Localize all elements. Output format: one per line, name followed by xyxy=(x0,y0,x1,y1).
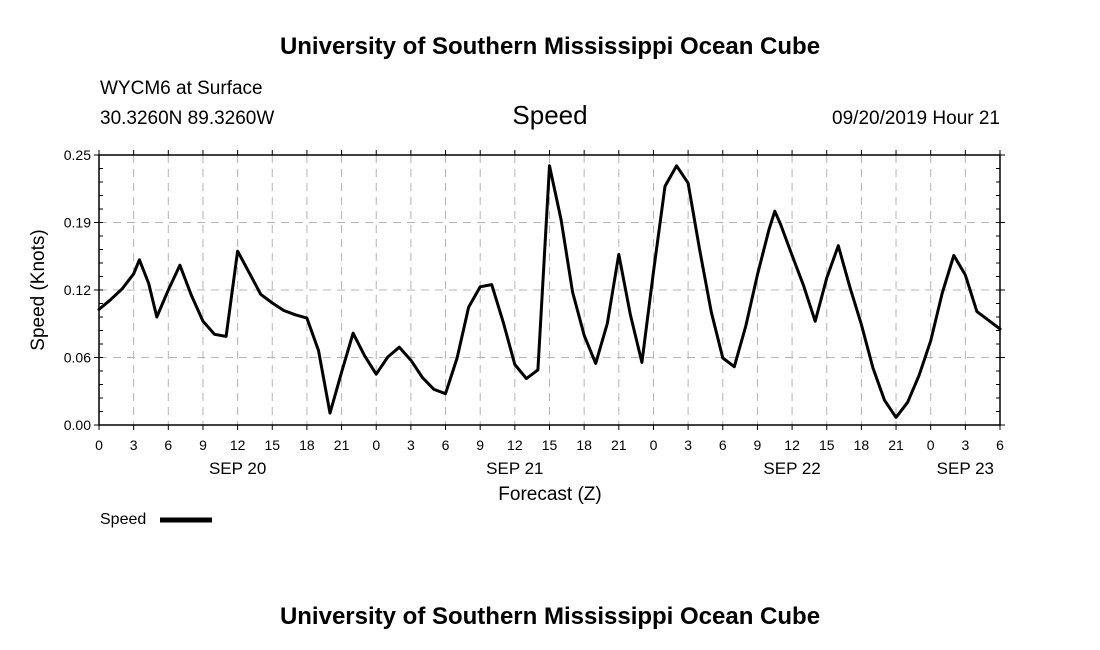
x-tick-label: 6 xyxy=(719,437,727,453)
date-label: 09/20/2019 Hour 21 xyxy=(832,108,1000,129)
chart-title: University of Southern Mississippi Ocean… xyxy=(280,33,820,60)
legend-label: Speed xyxy=(100,511,146,528)
y-tick-label: 0.00 xyxy=(64,417,91,433)
x-tick-label: 21 xyxy=(611,437,627,453)
x-axis-date-labels: SEP 20 SEP 21 SEP 22 SEP 23 xyxy=(209,459,994,478)
x-tick-label: 6 xyxy=(442,437,450,453)
y-axis-ticks: 0.00 0.06 0.12 0.19 0.25 xyxy=(64,147,1005,433)
series-group xyxy=(97,164,1002,419)
x-tick-label: 21 xyxy=(888,437,904,453)
x-tick-label: 3 xyxy=(961,437,969,453)
x-tick-label: 15 xyxy=(264,437,280,453)
x-tick-label: 21 xyxy=(334,437,350,453)
x-tick-label: 6 xyxy=(164,437,172,453)
x-tick-label: 6 xyxy=(996,437,1004,453)
x-date-label: SEP 23 xyxy=(937,459,994,478)
x-tick-label: 3 xyxy=(407,437,415,453)
x-axis-label: Forecast (Z) xyxy=(498,484,601,505)
x-axis-ticks: 0 3 6 9 12 15 18 21 0 3 6 9 12 15 18 21 0 3 6 9 12 15 18 21 0 3 6 xyxy=(95,150,1004,453)
x-tick-label: 3 xyxy=(130,437,138,453)
coordinates-label: 30.3260N 89.3260W xyxy=(100,108,274,129)
x-tick-label: 18 xyxy=(576,437,592,453)
x-tick-label: 12 xyxy=(230,437,246,453)
x-tick-label: 18 xyxy=(854,437,870,453)
x-tick-label: 0 xyxy=(927,437,935,453)
x-tick-label: 0 xyxy=(372,437,380,453)
x-tick-label: 9 xyxy=(476,437,484,453)
y-tick-label: 0.19 xyxy=(64,215,91,231)
x-tick-label: 15 xyxy=(542,437,558,453)
x-date-label: SEP 21 xyxy=(486,459,543,478)
y-tick-label: 0.06 xyxy=(64,350,91,366)
variable-title: Speed xyxy=(512,100,587,130)
x-tick-label: 12 xyxy=(507,437,523,453)
footer-title: University of Southern Mississippi Ocean… xyxy=(280,603,820,630)
station-label: WYCM6 at Surface xyxy=(100,78,263,99)
grid-lines xyxy=(99,155,1000,425)
y-tick-label: 0.25 xyxy=(64,147,91,163)
x-tick-label: 12 xyxy=(784,437,800,453)
x-tick-label: 9 xyxy=(199,437,207,453)
x-tick-label: 0 xyxy=(95,437,103,453)
x-date-label: SEP 22 xyxy=(763,459,820,478)
x-tick-label: 18 xyxy=(299,437,315,453)
x-tick-label: 9 xyxy=(754,437,762,453)
x-date-label: SEP 20 xyxy=(209,459,266,478)
series-line-speed xyxy=(97,164,1002,419)
x-tick-label: 3 xyxy=(684,437,692,453)
y-tick-label: 0.12 xyxy=(64,282,91,298)
x-tick-label: 0 xyxy=(650,437,658,453)
x-tick-label: 15 xyxy=(819,437,835,453)
y-axis-label: Speed (Knots) xyxy=(28,229,49,350)
